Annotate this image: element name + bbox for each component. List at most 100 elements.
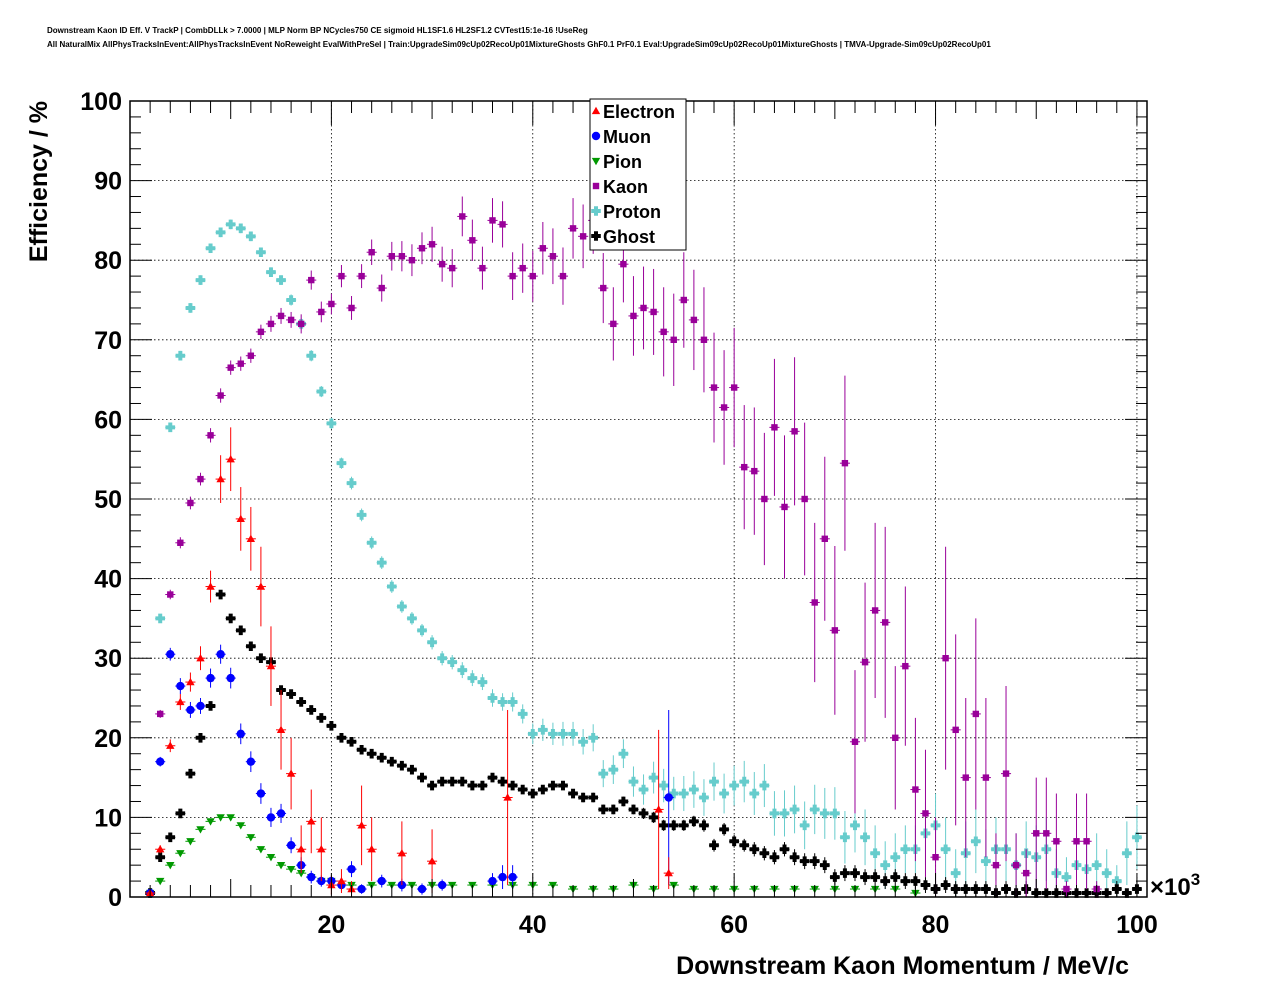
data-point <box>608 804 619 815</box>
legend-label: Proton <box>603 202 661 222</box>
data-point <box>618 748 629 759</box>
data-point <box>256 846 266 854</box>
data-point <box>236 514 245 523</box>
y-tick-label: 60 <box>94 406 122 434</box>
data-point <box>215 589 226 600</box>
data-point <box>166 862 175 870</box>
data-point <box>517 784 528 795</box>
data-point <box>387 756 397 767</box>
data-point <box>870 872 880 882</box>
data-point <box>205 701 216 711</box>
data-point <box>387 581 397 592</box>
data-point <box>489 217 496 224</box>
data-point <box>407 613 417 624</box>
data-point <box>235 223 246 234</box>
data-point <box>186 838 195 846</box>
data-point <box>840 868 850 878</box>
data-point <box>503 793 512 801</box>
data-point <box>648 812 659 823</box>
data-point <box>610 320 617 328</box>
data-point <box>830 872 840 882</box>
data-point <box>508 872 517 882</box>
data-point <box>237 360 244 367</box>
data-point <box>992 861 1000 869</box>
data-point <box>870 848 880 859</box>
data-point <box>326 721 337 731</box>
x-tick-label: 20 <box>317 911 345 939</box>
data-point <box>549 253 557 260</box>
data-point <box>719 824 729 835</box>
data-point <box>579 233 587 240</box>
data-point <box>236 729 245 739</box>
data-point <box>467 673 478 683</box>
data-point <box>759 848 770 859</box>
data-point <box>588 733 598 743</box>
data-point <box>235 625 246 636</box>
data-point <box>227 364 234 371</box>
data-point <box>256 789 266 798</box>
data-point <box>841 459 849 467</box>
data-point <box>689 784 699 795</box>
data-point <box>1033 830 1040 837</box>
data-point <box>628 776 639 787</box>
data-point <box>356 510 367 520</box>
data-point <box>831 627 839 634</box>
series-electron <box>145 427 674 897</box>
data-point <box>650 308 657 316</box>
data-point <box>598 804 609 815</box>
data-point <box>1001 884 1011 894</box>
data-point <box>499 221 506 228</box>
data-point <box>749 844 760 855</box>
data-point <box>459 213 466 220</box>
data-point <box>225 219 236 230</box>
data-point <box>679 788 689 799</box>
data-point <box>640 304 647 312</box>
data-point <box>417 884 427 894</box>
data-point <box>177 539 184 546</box>
data-point <box>347 864 356 874</box>
data-point <box>739 840 750 851</box>
data-point <box>306 705 317 715</box>
data-point <box>447 657 458 667</box>
data-point <box>296 845 306 853</box>
data-point <box>417 625 427 636</box>
data-point <box>336 458 347 468</box>
data-marks <box>145 186 1142 898</box>
data-point <box>729 836 739 847</box>
data-point <box>356 744 367 755</box>
data-point <box>871 607 879 614</box>
data-point <box>548 729 558 739</box>
data-point <box>588 792 598 803</box>
data-point <box>799 856 810 866</box>
data-point <box>759 780 770 791</box>
data-point <box>156 877 165 886</box>
data-point <box>346 736 357 747</box>
data-point <box>357 821 366 829</box>
y-tick-label: 0 <box>108 884 122 912</box>
data-point <box>781 503 788 511</box>
data-point <box>216 814 225 822</box>
series-kaon <box>155 186 1102 897</box>
data-point <box>860 872 870 882</box>
data-point <box>861 658 869 666</box>
data-point <box>449 264 456 272</box>
data-point <box>620 260 627 268</box>
data-point <box>155 852 166 862</box>
data-point <box>809 856 820 866</box>
y-tick-label: 20 <box>94 725 122 753</box>
data-point <box>247 352 255 359</box>
data-point <box>850 868 860 878</box>
data-point <box>408 257 416 264</box>
data-point <box>769 808 780 819</box>
data-point <box>720 404 728 411</box>
data-point <box>236 822 245 830</box>
data-point <box>527 729 538 739</box>
data-point <box>890 872 901 882</box>
data-point <box>186 677 195 686</box>
data-point <box>618 796 629 807</box>
data-point <box>527 788 538 799</box>
data-point <box>348 304 355 312</box>
data-point <box>437 880 447 890</box>
data-point <box>940 844 951 855</box>
data-point <box>664 793 673 802</box>
